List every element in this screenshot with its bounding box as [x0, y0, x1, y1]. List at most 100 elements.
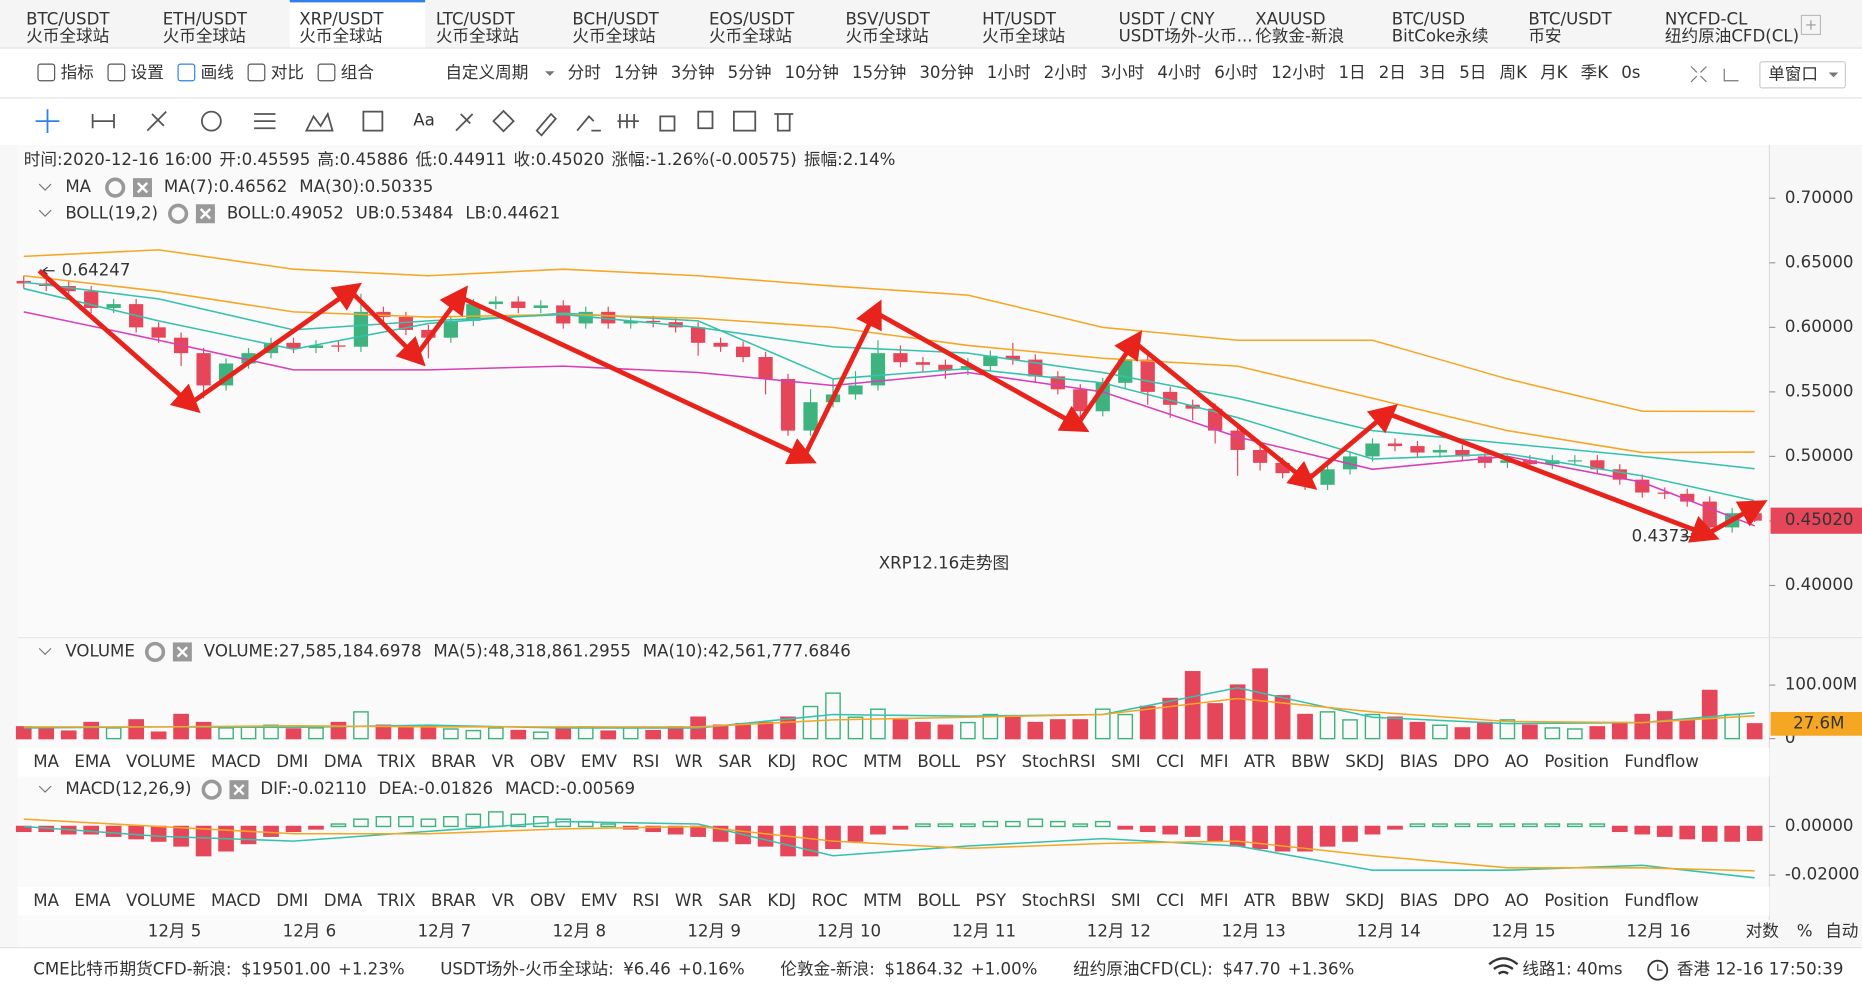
indicator-tab[interactable]: BRAR	[431, 891, 477, 910]
indicator-tab[interactable]: MA	[33, 752, 59, 771]
indicator-tab[interactable]: MFI	[1200, 752, 1229, 771]
copy-tool[interactable]	[697, 110, 714, 130]
tab-name[interactable]: HT/USDT	[982, 10, 1057, 29]
indicator-tab[interactable]: CCI	[1156, 891, 1184, 910]
indicator-tab[interactable]: DPO	[1453, 891, 1489, 910]
indicator-tab[interactable]: MA	[33, 891, 59, 910]
tab-source[interactable]: 火币全球站	[26, 26, 109, 45]
period-button[interactable]: 6小时	[1214, 63, 1258, 82]
tab-name[interactable]: EOS/USDT	[709, 10, 795, 29]
collapse-chevron[interactable]	[38, 647, 52, 656]
period-button[interactable]: 月K	[1540, 63, 1569, 82]
indicator-tab[interactable]: SMI	[1111, 752, 1141, 771]
tab-name[interactable]: LTC/USDT	[436, 10, 516, 29]
indicator-tab[interactable]: Position	[1544, 891, 1609, 910]
tab-source[interactable]: BitCoke永续	[1392, 26, 1489, 45]
period-button[interactable]: 3小时	[1100, 63, 1144, 82]
indicator-tab[interactable]: SAR	[718, 891, 752, 910]
indicator-tab[interactable]: BOLL	[917, 891, 960, 910]
tab-source[interactable]: 火币全球站	[299, 26, 382, 45]
period-button[interactable]: 12小时	[1271, 63, 1325, 82]
indicator-tab[interactable]: ROC	[811, 891, 847, 910]
tab-name[interactable]: BCH/USDT	[572, 10, 659, 29]
indicator-tab[interactable]: TRIX	[377, 752, 416, 771]
circle-tool[interactable]	[200, 110, 222, 132]
indicator-tab[interactable]: EMV	[581, 891, 618, 910]
indicator-tab[interactable]: KDJ	[767, 752, 796, 771]
indicator-tab[interactable]: SMI	[1111, 891, 1141, 910]
indicator-tab[interactable]: BIAS	[1400, 752, 1438, 771]
indicator-tab[interactable]: WR	[675, 752, 703, 771]
add-tab-plus[interactable]	[1806, 20, 1816, 30]
grid-tool[interactable]	[617, 114, 639, 129]
indicator-tab[interactable]: ATR	[1244, 891, 1276, 910]
period-button[interactable]: 15分钟	[852, 63, 906, 82]
indicator-tab[interactable]: BBW	[1291, 752, 1330, 771]
indicator-tab[interactable]: DMA	[324, 891, 363, 910]
period-button[interactable]: 4小时	[1157, 63, 1201, 82]
indicator-tab[interactable]: EMA	[74, 752, 111, 771]
period-button[interactable]: 10分钟	[785, 63, 839, 82]
indicator-tab[interactable]: VR	[492, 752, 515, 771]
tab-name[interactable]: BTC/USD	[1392, 10, 1465, 29]
window-select-label[interactable]: 单窗口	[1768, 64, 1818, 83]
indicator-tab[interactable]: ATR	[1244, 752, 1276, 771]
settings-icon[interactable]	[168, 203, 189, 224]
period-button[interactable]: 周K	[1499, 63, 1528, 82]
drawing-tools[interactable]	[35, 109, 794, 137]
indicator-tab[interactable]: OBV	[530, 752, 566, 771]
hline-tool[interactable]	[91, 114, 115, 129]
erase-tool[interactable]	[492, 109, 515, 133]
text-tool[interactable]: Aa	[413, 111, 435, 130]
indicator-tab[interactable]: PSY	[975, 891, 1007, 910]
period-button[interactable]: 3分钟	[671, 63, 715, 82]
indicator-tab[interactable]: VR	[492, 891, 515, 910]
indicator-tab[interactable]: EMA	[74, 891, 111, 910]
tab-source[interactable]: 伦敦金-新浪	[1255, 26, 1344, 45]
period-selector[interactable]: 自定义周期	[445, 63, 528, 82]
measure-tool[interactable]	[362, 110, 384, 132]
period-button[interactable]: 5日	[1459, 63, 1486, 82]
indicator-tab[interactable]: TRIX	[377, 891, 416, 910]
indicator-tab[interactable]: ROC	[811, 752, 847, 771]
tab-source[interactable]: 火币全球站	[846, 26, 929, 45]
indicator-tab[interactable]: RSI	[632, 891, 659, 910]
indicator-tab[interactable]: MACD	[211, 891, 261, 910]
template-tool[interactable]	[732, 110, 757, 132]
indicator-tab[interactable]: AO	[1505, 891, 1529, 910]
tab-source[interactable]: 纽约原油CFD(CL)	[1665, 26, 1799, 45]
period-button[interactable]: 3日	[1419, 63, 1446, 82]
period-button[interactable]: 1日	[1338, 63, 1365, 82]
indicator-tab[interactable]: MTM	[863, 891, 902, 910]
window-select[interactable]	[1759, 61, 1846, 89]
edit-tool[interactable]	[576, 115, 601, 132]
indicator-tab[interactable]: MTM	[863, 752, 902, 771]
indicator-tab[interactable]: MACD	[211, 752, 261, 771]
tab-name[interactable]: BSV/USDT	[846, 10, 931, 29]
scale-option[interactable]: %	[1797, 922, 1813, 941]
indicator-tab[interactable]: DMI	[276, 891, 308, 910]
collapse-chevron[interactable]	[38, 785, 52, 793]
indicator-tab[interactable]: MFI	[1200, 891, 1229, 910]
toolbar-item[interactable]: 指标	[61, 63, 94, 82]
indicator-tab[interactable]: DMI	[276, 752, 308, 771]
settings-icon[interactable]	[144, 641, 166, 663]
indicator-tab[interactable]: KDJ	[767, 891, 796, 910]
period-button[interactable]: 0s	[1621, 63, 1640, 82]
tab-source[interactable]: 火币全球站	[163, 26, 246, 45]
indicator-tab[interactable]: VOLUME	[126, 752, 196, 771]
indicator-tab[interactable]: VOLUME	[126, 891, 196, 910]
tab-source[interactable]: USDT场外-火币...	[1119, 26, 1253, 45]
scale-option[interactable]: 自动	[1825, 922, 1858, 941]
indicator-tab[interactable]: AO	[1505, 752, 1529, 771]
indicator-tab[interactable]: SKDJ	[1345, 752, 1384, 771]
toolbar-item[interactable]: 画线	[201, 63, 234, 82]
period-button[interactable]: 5分钟	[728, 63, 772, 82]
indicator-tab[interactable]: BOLL	[917, 752, 960, 771]
collapse-chevron[interactable]	[38, 209, 52, 217]
tab-source[interactable]: 币安	[1528, 26, 1561, 45]
settings-icon[interactable]	[105, 177, 126, 198]
pen-tool[interactable]	[535, 112, 557, 137]
tab-name[interactable]: NYCFD-CL	[1665, 10, 1748, 29]
indicator-tab[interactable]: BRAR	[431, 752, 477, 771]
